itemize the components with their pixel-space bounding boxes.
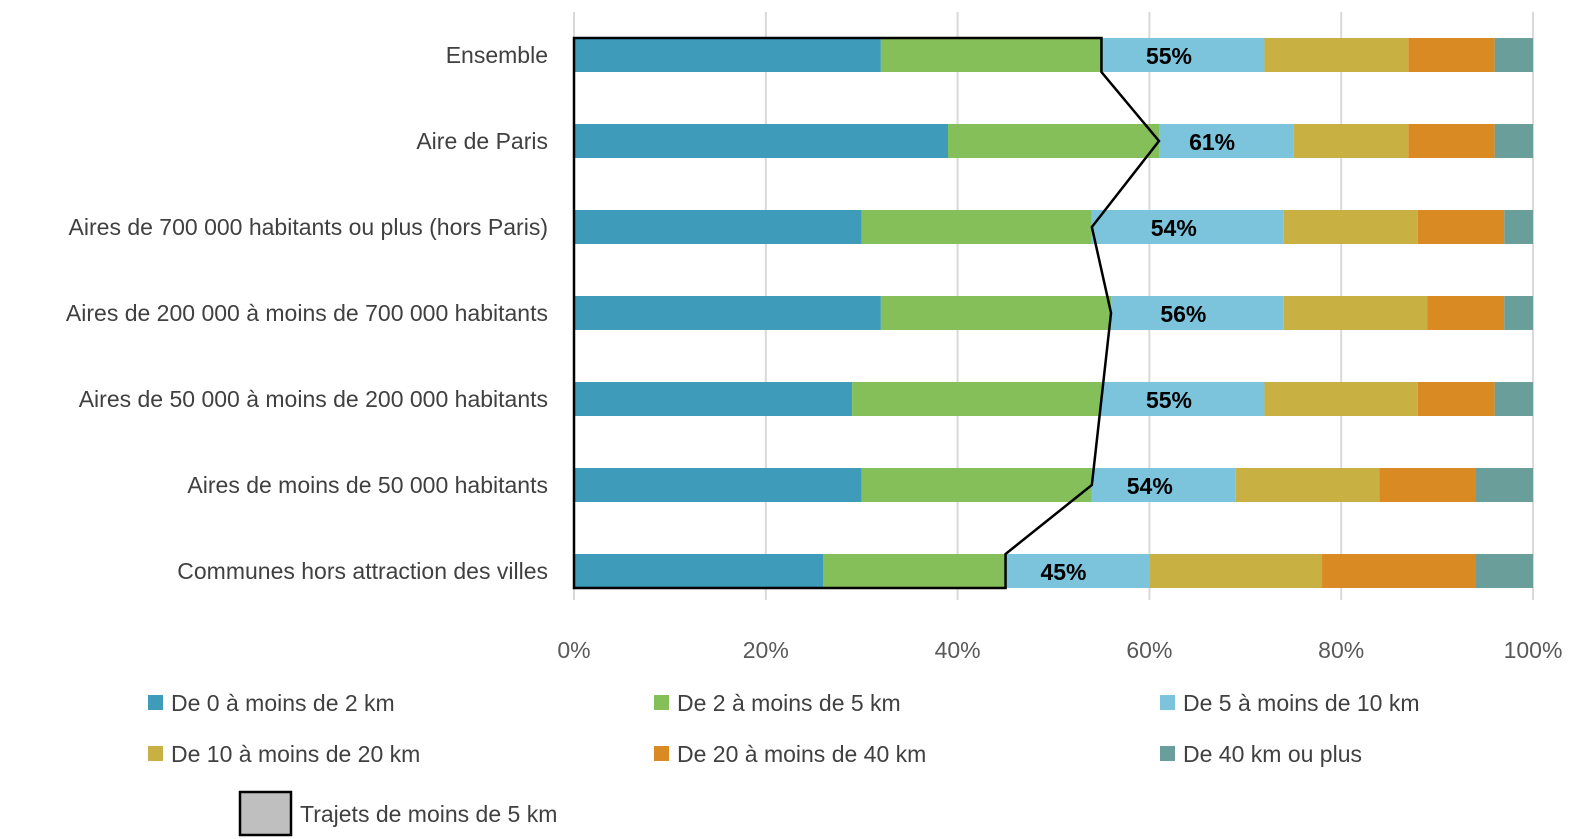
- legend-label: De 2 à moins de 5 km: [677, 690, 901, 716]
- bar-segment: [1417, 382, 1495, 416]
- percent-label: 61%: [1189, 129, 1235, 155]
- legend-label: De 40 km ou plus: [1183, 741, 1362, 767]
- bar-segment: [1408, 38, 1495, 72]
- bar-segment: [823, 554, 1006, 588]
- bar-segment: [1005, 554, 1150, 588]
- bar-segment: [1494, 382, 1533, 416]
- bar-segment: [1149, 554, 1323, 588]
- bar-segment: [1494, 38, 1533, 72]
- bar-segment: [1111, 296, 1284, 330]
- category-label: Communes hors attraction des villes: [177, 558, 548, 584]
- category-label: Ensemble: [446, 42, 548, 68]
- legend-swatch: [238, 790, 293, 837]
- bar-segment: [1293, 124, 1409, 158]
- bar-segment: [1475, 554, 1533, 588]
- bar-segment: [861, 210, 1092, 244]
- bar-segment: [1408, 124, 1495, 158]
- percent-label: 56%: [1160, 301, 1206, 327]
- legend-swatch: [148, 746, 163, 761]
- bar-segment: [1101, 38, 1265, 72]
- bar-segment: [1379, 468, 1476, 502]
- bar-segment: [574, 382, 853, 416]
- legend-swatch: [654, 746, 669, 761]
- bar-segment: [880, 296, 1112, 330]
- bar-segment: [574, 554, 824, 588]
- bar-segment: [574, 210, 862, 244]
- category-label: Aires de 200 000 à moins de 700 000 habi…: [66, 300, 548, 326]
- bar-segment: [574, 38, 881, 72]
- bar-segment: [1504, 210, 1533, 244]
- outline-layer: [572, 36, 1161, 590]
- bar-segment: [852, 382, 1102, 416]
- bar-segment: [1158, 124, 1294, 158]
- category-label: Aires de moins de 50 000 habitants: [187, 472, 548, 498]
- category-label: Aire de Paris: [416, 128, 548, 154]
- bar-segment: [1417, 210, 1505, 244]
- legend: De 0 à moins de 2 km De 2 à moins de 5 km…: [148, 690, 1420, 837]
- bar-segment: [1264, 38, 1409, 72]
- category-label: Aires de 700 000 habitants ou plus (hors…: [69, 214, 548, 240]
- x-tick-label: 100%: [1504, 637, 1563, 663]
- bar-segment: [1322, 554, 1476, 588]
- percent-label: 55%: [1146, 387, 1192, 413]
- bar-segment: [1504, 296, 1533, 330]
- bar-segment: [574, 124, 949, 158]
- percent-label: 54%: [1127, 473, 1173, 499]
- labels: 0% 20% 40% 60% 80% 100% Ensemble 55% Aire de Par…: [66, 42, 1562, 663]
- bar-segment: [1283, 210, 1418, 244]
- bar-segment: [1091, 468, 1236, 502]
- percent-label: 54%: [1151, 215, 1197, 241]
- x-tick-label: 80%: [1318, 637, 1364, 663]
- legend-label: Trajets de moins de 5 km: [300, 801, 557, 827]
- x-tick-label: 40%: [935, 637, 981, 663]
- bar-segment: [861, 468, 1092, 502]
- bars: [574, 38, 1533, 588]
- legend-label: De 0 à moins de 2 km: [171, 690, 395, 716]
- bar-segment: [574, 296, 881, 330]
- x-tick-label: 0%: [557, 637, 590, 663]
- x-tick-label: 60%: [1126, 637, 1172, 663]
- bar-segment: [1427, 296, 1505, 330]
- outline-trajets-moins-5km: [572, 36, 1161, 590]
- bar-segment: [1101, 382, 1265, 416]
- bar-segment: [1475, 468, 1533, 502]
- bar-segment: [1264, 382, 1418, 416]
- bar-segment: [1283, 296, 1428, 330]
- bar-segment: [880, 38, 1102, 72]
- bar-segment: [1235, 468, 1380, 502]
- legend-swatch: [1160, 695, 1175, 710]
- bar-segment: [1091, 210, 1284, 244]
- bar-segment: [574, 468, 862, 502]
- legend-swatch: [654, 695, 669, 710]
- legend-label: De 5 à moins de 10 km: [1183, 690, 1420, 716]
- bar-segment: [948, 124, 1159, 158]
- legend-swatch: [1160, 746, 1175, 761]
- percent-label: 45%: [1040, 559, 1086, 585]
- bar-segment: [1494, 124, 1533, 158]
- percent-label: 55%: [1146, 43, 1192, 69]
- legend-swatch: [148, 695, 163, 710]
- x-tick-label: 20%: [743, 637, 789, 663]
- legend-label: De 20 à moins de 40 km: [677, 741, 926, 767]
- legend-label: De 10 à moins de 20 km: [171, 741, 420, 767]
- category-label: Aires de 50 000 à moins de 200 000 habit…: [79, 386, 548, 412]
